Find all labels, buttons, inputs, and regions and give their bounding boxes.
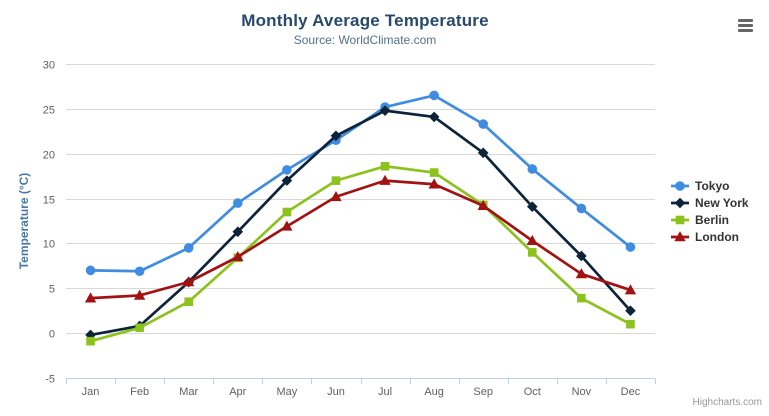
legend-label: London xyxy=(695,229,739,244)
series-new-york-marker[interactable] xyxy=(576,250,587,262)
series-new-york-marker[interactable] xyxy=(477,147,489,159)
x-axis-label: Sep xyxy=(473,386,493,398)
x-axis-label: Apr xyxy=(229,386,246,398)
series-berlin-marker[interactable] xyxy=(577,293,586,303)
series-london-marker[interactable] xyxy=(84,292,97,303)
series-new-york-marker[interactable] xyxy=(281,175,293,186)
series-tokyo-marker[interactable] xyxy=(527,164,538,174)
series-tokyo-marker[interactable] xyxy=(625,242,636,252)
series-tokyo xyxy=(85,90,636,277)
series-berlin-marker[interactable] xyxy=(527,248,537,257)
y-axis-tick-label: 10 xyxy=(43,239,55,251)
context-menu-button[interactable] xyxy=(735,15,755,35)
series-london-marker[interactable] xyxy=(330,190,342,202)
hamburger-icon xyxy=(737,23,753,27)
x-axis-label: May xyxy=(276,386,297,398)
series-new-york-marker[interactable] xyxy=(625,305,636,317)
legend-item-berlin[interactable]: Berlin xyxy=(670,211,749,228)
series-berlin-marker[interactable] xyxy=(86,336,95,346)
y-axis-tick-label: -5 xyxy=(45,374,55,386)
series-berlin-marker[interactable] xyxy=(282,207,292,217)
x-axis-label: Dec xyxy=(621,386,641,398)
circle-icon xyxy=(671,180,689,191)
y-axis-tick-label: 0 xyxy=(49,329,55,341)
square-icon[interactable] xyxy=(675,215,685,224)
x-axis-label: Feb xyxy=(130,386,149,398)
series-new-york xyxy=(85,105,636,341)
circle-icon[interactable] xyxy=(675,180,685,191)
legend-label: Berlin xyxy=(695,212,730,227)
square-icon xyxy=(671,215,689,224)
series-tokyo-marker[interactable] xyxy=(282,165,292,175)
legend: Tokyo New York Berlin London xyxy=(670,177,749,245)
chart-title: Monthly Average Temperature xyxy=(241,11,489,30)
series-new-york-marker[interactable] xyxy=(330,130,342,142)
series-new-york-marker[interactable] xyxy=(379,105,391,116)
x-axis-label: Mar xyxy=(179,386,198,398)
series-tokyo-marker[interactable] xyxy=(232,198,243,208)
series-tokyo-marker[interactable] xyxy=(429,90,439,101)
series-tokyo-marker[interactable] xyxy=(183,243,194,253)
legend-item-london[interactable]: London xyxy=(670,228,749,245)
y-axis-tick-label: 20 xyxy=(43,150,55,162)
series-london-marker[interactable] xyxy=(477,199,489,211)
hamburger-icon xyxy=(737,18,753,22)
series-tokyo-marker[interactable] xyxy=(478,119,489,129)
triangle-icon[interactable] xyxy=(674,230,686,241)
series-tokyo-marker[interactable] xyxy=(576,203,587,214)
y-axis-title: Temperature (°C) xyxy=(17,172,31,270)
series-london-marker[interactable] xyxy=(575,268,588,279)
series-berlin-marker[interactable] xyxy=(135,323,144,333)
series-new-york-marker[interactable] xyxy=(526,201,538,212)
hamburger-icon xyxy=(737,28,753,32)
series-tokyo-marker[interactable] xyxy=(85,265,96,276)
chart-subtitle: Source: WorldClimate.com xyxy=(293,33,437,47)
series-berlin-marker[interactable] xyxy=(331,176,341,185)
legend-label: Tokyo xyxy=(695,178,730,193)
series-london-marker[interactable] xyxy=(526,234,538,246)
x-axis-label: Nov xyxy=(572,386,592,398)
series-london xyxy=(84,174,637,303)
legend-item-new-york[interactable]: New York xyxy=(670,194,749,211)
diamond-icon[interactable] xyxy=(674,197,686,208)
x-axis-label: Jul xyxy=(378,386,392,398)
x-axis-label: Jun xyxy=(327,386,345,398)
series-london-marker[interactable] xyxy=(281,220,293,231)
legend-label: New York xyxy=(695,195,749,210)
y-axis-tick-label: 25 xyxy=(43,105,55,117)
series-berlin-marker[interactable] xyxy=(380,161,390,171)
series-london-marker[interactable] xyxy=(232,251,244,262)
series-berlin-marker[interactable] xyxy=(626,319,635,329)
triangle-icon xyxy=(671,230,689,241)
x-axis-label: Jan xyxy=(82,386,100,398)
diamond-icon xyxy=(671,197,689,208)
series-berlin-marker[interactable] xyxy=(429,168,439,177)
series-new-york-marker[interactable] xyxy=(428,111,440,123)
y-axis-tick-label: 30 xyxy=(43,60,55,72)
series-london-line[interactable] xyxy=(89,179,632,300)
y-axis-tick-label: 5 xyxy=(49,284,55,296)
legend-item-tokyo[interactable]: Tokyo xyxy=(670,177,749,194)
x-axis-label: Aug xyxy=(424,386,444,398)
series-london-marker[interactable] xyxy=(428,178,440,189)
y-axis-tick-label: 15 xyxy=(43,195,55,207)
series-london-marker[interactable] xyxy=(624,284,637,295)
credits-link[interactable]: Highcharts.com xyxy=(692,397,762,408)
series-new-york-marker[interactable] xyxy=(232,226,244,238)
series-new-york-line[interactable] xyxy=(89,109,632,337)
x-axis-label: Oct xyxy=(524,386,541,398)
series-london-marker[interactable] xyxy=(183,276,195,287)
series-berlin-marker[interactable] xyxy=(184,297,194,307)
series-london-marker[interactable] xyxy=(133,289,146,300)
series-berlin-line[interactable] xyxy=(89,164,632,343)
series-london-marker[interactable] xyxy=(379,174,391,185)
series-tokyo-marker[interactable] xyxy=(134,266,145,277)
